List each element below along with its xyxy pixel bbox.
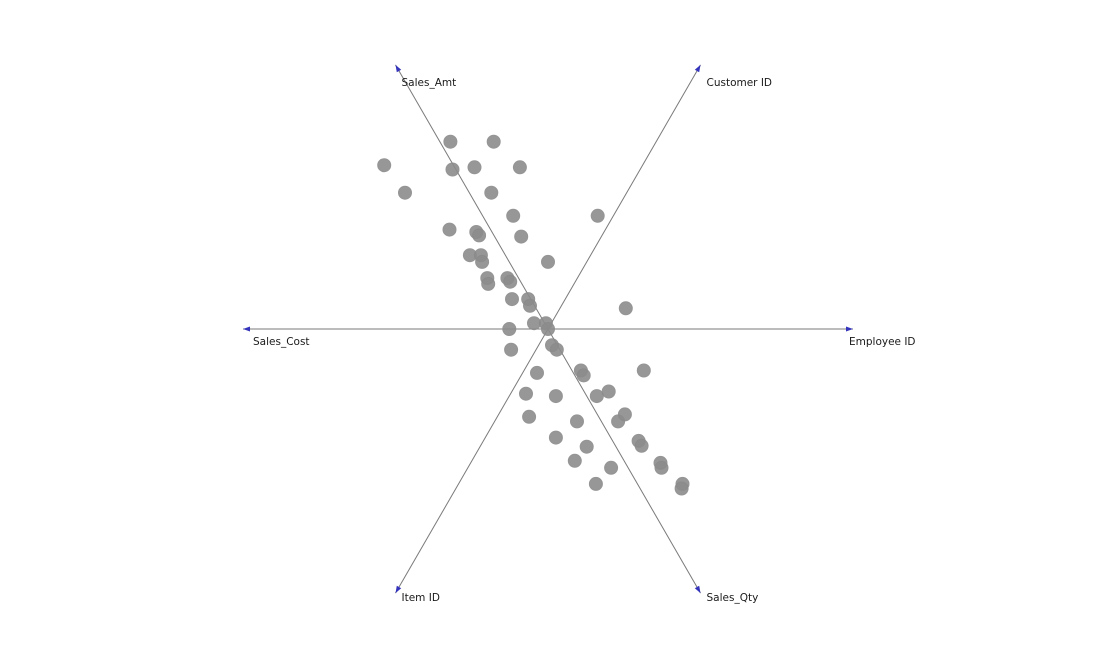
data-point-49 (634, 438, 649, 453)
data-point-29 (502, 322, 517, 336)
anchor-sales-qty (694, 585, 701, 594)
data-point-36 (576, 368, 591, 383)
data-point-3 (443, 134, 458, 149)
data-point-16 (475, 254, 490, 269)
data-point-9 (506, 208, 521, 223)
data-point-43 (570, 414, 584, 429)
data-point-7 (512, 160, 527, 175)
data-point-18 (590, 208, 605, 223)
data-point-30 (618, 301, 633, 316)
data-point-32 (549, 342, 564, 357)
data-point-28 (541, 322, 555, 336)
axis-label-sales-cost: Sales_Cost (253, 336, 310, 348)
data-point-10 (442, 222, 457, 237)
anchor-employee-id (846, 326, 853, 332)
data-point-33 (504, 342, 519, 357)
data-point-17 (541, 254, 555, 269)
data-point-2 (398, 185, 412, 200)
data-point-4 (445, 162, 460, 177)
axis-label-customer-id: Customer ID (707, 77, 773, 89)
data-point-8 (484, 185, 499, 200)
data-point-20 (481, 276, 496, 291)
data-point-22 (503, 274, 518, 289)
data-point-47 (579, 439, 594, 454)
axis-label-item-id: Item ID (402, 592, 440, 604)
data-point-51 (604, 460, 619, 475)
data-point-5 (467, 160, 482, 175)
anchor-sales-cost (243, 326, 250, 332)
axis-label-employee-id: Employee ID (849, 336, 916, 348)
data-point-34 (530, 365, 544, 380)
data-point-6 (486, 134, 501, 149)
data-point-54 (588, 476, 603, 491)
data-point-45 (617, 407, 632, 422)
anchor-sales-amt (395, 64, 402, 73)
data-point-38 (519, 386, 533, 401)
data-point-42 (522, 409, 537, 424)
data-point-25 (523, 298, 537, 313)
radviz-points (377, 134, 690, 496)
data-point-40 (589, 389, 604, 404)
data-point-41 (601, 384, 616, 399)
data-point-53 (654, 460, 669, 475)
data-point-46 (548, 430, 563, 445)
anchor-item-id (395, 585, 402, 594)
axis-label-sales-amt: Sales_Amt (402, 77, 457, 89)
data-point-56 (674, 481, 689, 496)
radviz-axis-labels: Employee ID Customer ID Sales_Amt Sales_Cos… (253, 77, 916, 604)
anchor-customer-id (694, 64, 701, 73)
data-point-37 (636, 363, 651, 378)
data-point-13 (514, 229, 529, 244)
axis-label-sales-qty: Sales_Qty (707, 592, 759, 604)
data-point-12 (472, 228, 487, 243)
data-point-50 (567, 453, 582, 468)
data-point-1 (377, 158, 392, 173)
data-point-26 (527, 316, 541, 331)
data-point-23 (505, 292, 519, 307)
data-point-39 (548, 389, 563, 404)
